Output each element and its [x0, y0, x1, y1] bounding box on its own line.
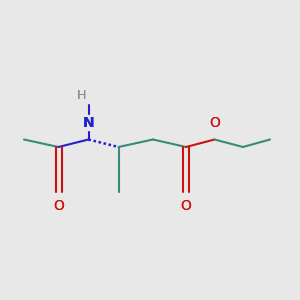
Text: N: N	[83, 116, 94, 130]
Text: H: H	[77, 89, 87, 103]
Text: O: O	[181, 199, 191, 212]
Text: O: O	[209, 116, 220, 130]
Text: O: O	[53, 199, 64, 212]
Text: N: N	[83, 116, 94, 130]
Circle shape	[178, 198, 194, 213]
Text: O: O	[181, 199, 191, 212]
Text: O: O	[53, 199, 64, 212]
Circle shape	[81, 116, 96, 130]
Circle shape	[51, 198, 66, 213]
Circle shape	[76, 91, 87, 101]
Text: O: O	[209, 116, 220, 130]
Circle shape	[207, 116, 222, 130]
Text: H: H	[77, 89, 87, 103]
